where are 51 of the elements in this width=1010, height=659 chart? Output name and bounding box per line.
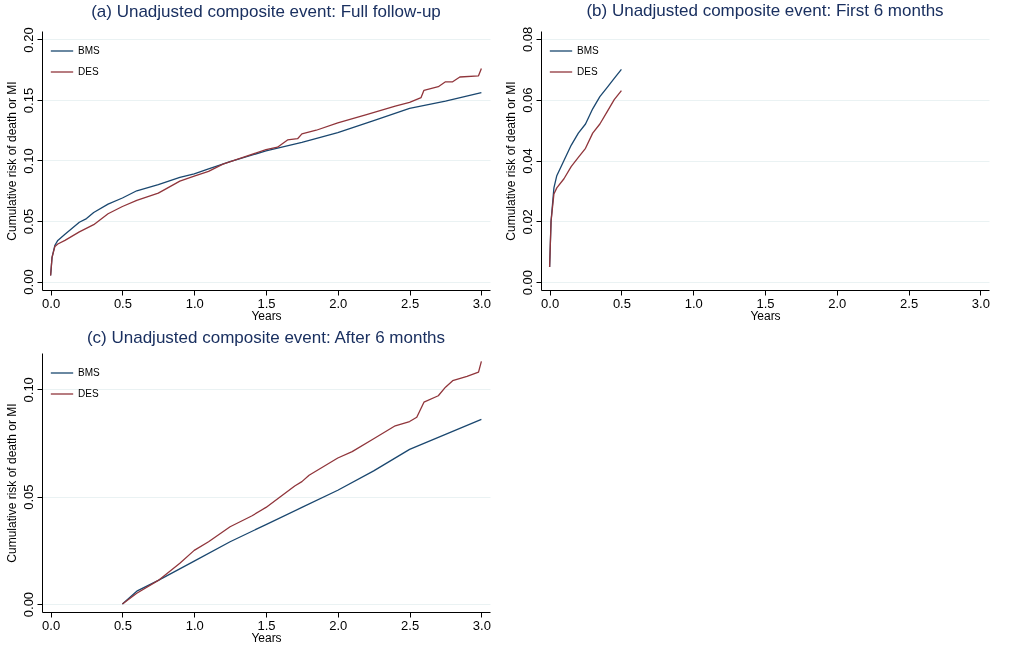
legend-label: DES xyxy=(78,388,99,399)
x-axis-title: Years xyxy=(251,308,282,323)
line-series xyxy=(121,418,483,605)
x-tick-label: 0.5 xyxy=(113,295,132,311)
y-tick-label: 0.02 xyxy=(519,209,535,235)
x-tick-label: 0.5 xyxy=(113,617,132,633)
x-axis-title: Years xyxy=(251,630,282,645)
y-axis-title: Cumulative risk of death or MI xyxy=(4,403,19,563)
x-tick-label: 0.5 xyxy=(612,295,631,311)
y-tick-label: 0.04 xyxy=(519,148,535,174)
x-tick-label: 1.0 xyxy=(684,295,703,311)
y-axis-title: Cumulative risk of death or MI xyxy=(4,81,19,241)
chart-title: (a) Unadjusted composite event: Full follow-up xyxy=(91,1,441,21)
x-tick-label: 3.0 xyxy=(971,295,990,311)
x-tick-label: 2.5 xyxy=(401,295,420,311)
x-tick-label: 1.5 xyxy=(257,617,276,633)
y-tick-label: 0.00 xyxy=(519,269,535,296)
x-tick-label: 1.5 xyxy=(257,295,276,311)
y-tick-label: 0.00 xyxy=(20,591,36,618)
x-tick-label: 0.0 xyxy=(42,295,61,311)
y-tick-label: 0.15 xyxy=(20,87,36,114)
y-tick-label: 0.08 xyxy=(519,26,535,53)
x-tick-label: 0.0 xyxy=(42,617,61,633)
y-tick-label: 0.10 xyxy=(20,377,36,403)
x-tick-label: 2.5 xyxy=(401,617,420,633)
x-tick-label: 1.0 xyxy=(185,617,204,633)
legend-label: DES xyxy=(577,66,598,77)
y-tick-label: 0.05 xyxy=(20,484,36,510)
y-tick-label: 0.05 xyxy=(20,208,36,235)
x-tick-label: 3.0 xyxy=(472,617,491,633)
legend-label: BMS xyxy=(78,367,100,378)
x-tick-label: 3.0 xyxy=(472,295,491,311)
x-tick-label: 1.5 xyxy=(756,295,775,311)
y-tick-label: 0.06 xyxy=(519,87,535,113)
legend-label: BMS xyxy=(577,45,599,56)
x-axis-title: Years xyxy=(750,308,781,323)
chart-title: (b) Unadjusted composite event: First 6 months xyxy=(586,1,944,21)
legend-label: DES xyxy=(78,66,99,77)
legend-label: BMS xyxy=(78,45,100,56)
x-tick-label: 2.5 xyxy=(900,295,919,311)
y-tick-label: 0.10 xyxy=(20,148,36,174)
line-series xyxy=(121,360,483,605)
chart-title: (c) Unadjusted composite event: After 6 months xyxy=(86,328,446,347)
x-tick-label: 2.0 xyxy=(329,295,348,311)
x-tick-label: 0.0 xyxy=(541,295,560,311)
x-tick-label: 2.0 xyxy=(329,617,348,633)
y-tick-label: 0.20 xyxy=(20,27,36,53)
y-axis-title: Cumulative risk of death or MI xyxy=(503,81,518,241)
y-tick-label: 0.00 xyxy=(20,269,36,295)
x-tick-label: 2.0 xyxy=(828,295,847,311)
x-tick-label: 1.0 xyxy=(185,295,204,311)
